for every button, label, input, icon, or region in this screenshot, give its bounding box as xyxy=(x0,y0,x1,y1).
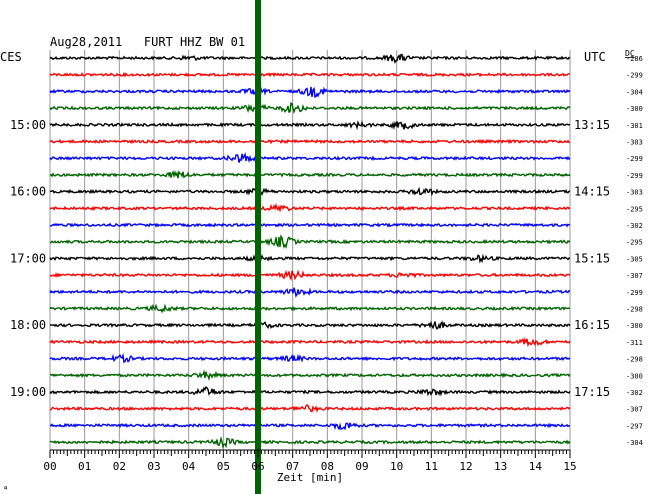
dc-offset-label: -299 xyxy=(626,72,643,80)
seismic-trace xyxy=(49,303,571,314)
x-tick-label: 05 xyxy=(217,460,230,473)
dc-label: DC xyxy=(625,49,635,58)
seismic-trace xyxy=(49,337,571,348)
dc-offset-label: -286 xyxy=(626,55,643,63)
x-tick-label: 04 xyxy=(182,460,196,473)
seismic-trace xyxy=(49,369,571,382)
left-timezone-label: CES xyxy=(0,50,22,64)
seismic-trace xyxy=(49,53,571,64)
dc-offset-label: -304 xyxy=(626,88,643,96)
x-tick-label: 12 xyxy=(459,460,472,473)
seismic-trace xyxy=(49,152,571,164)
x-tick-label: 08 xyxy=(321,460,334,473)
x-tick-label: 00 xyxy=(43,460,56,473)
dc-offset-label: -299 xyxy=(626,289,643,297)
seismic-trace xyxy=(49,253,571,264)
seismic-traces xyxy=(49,53,571,449)
seismic-trace xyxy=(49,138,570,145)
dc-offset-label: -295 xyxy=(626,205,643,213)
seismic-trace xyxy=(49,120,571,131)
x-tick-label: 10 xyxy=(390,460,403,473)
seismic-trace xyxy=(49,320,571,330)
seismic-trace xyxy=(49,404,571,413)
seismic-trace xyxy=(49,202,571,213)
right-hour-label: 17:15 xyxy=(574,385,610,399)
dc-offset-label: -302 xyxy=(626,389,643,397)
dc-offset-label: -299 xyxy=(626,155,643,163)
footer-glyph: ̻ xyxy=(4,487,7,490)
x-tick-label: 02 xyxy=(113,460,126,473)
dc-offset-label: -307 xyxy=(626,406,643,414)
dc-offset-label: -302 xyxy=(626,222,643,230)
right-hour-label: 15:15 xyxy=(574,251,610,265)
x-tick-label: 13 xyxy=(494,460,507,473)
x-tick-label: 11 xyxy=(425,460,438,473)
dc-offset-label: -307 xyxy=(626,272,643,280)
seismic-trace xyxy=(49,102,571,115)
time-marker xyxy=(255,0,261,494)
dc-offset-label: -303 xyxy=(626,139,643,147)
seismic-trace xyxy=(49,422,571,431)
seismic-trace xyxy=(49,436,571,449)
dc-offset-label: -311 xyxy=(626,339,643,347)
right-hour-label: 13:15 xyxy=(574,118,610,132)
x-axis: 00 01 02 03 04 05 06 07 08 09 10 11 12 13 14 15 xyxy=(43,449,577,473)
dc-offset-label: -299 xyxy=(626,172,643,180)
marker-bar xyxy=(255,0,261,494)
left-hour-label: 16:00 xyxy=(10,185,46,199)
dc-offset-label: -305 xyxy=(626,255,643,263)
dc-offset-label: -295 xyxy=(626,239,643,247)
dc-offset-label: -298 xyxy=(626,306,643,314)
dc-offset-label: -304 xyxy=(626,439,643,447)
dc-offset-label: -298 xyxy=(626,356,643,364)
x-tick-label: 09 xyxy=(355,460,368,473)
dc-offset-label: -300 xyxy=(626,322,643,330)
chart-title: Aug28,2011 FURT HHZ BW 01 xyxy=(50,35,245,49)
seismic-trace xyxy=(49,71,571,78)
right-hour-label: 14:15 xyxy=(574,185,610,199)
row-labels: -286 -299 -304 -300 -301 -303 -299 -299 -303 -295… xyxy=(10,55,643,447)
x-tick-label: 14 xyxy=(529,460,543,473)
seismic-trace xyxy=(49,287,571,298)
seismic-trace xyxy=(49,86,571,99)
left-hour-label: 18:00 xyxy=(10,318,46,332)
seismic-trace xyxy=(49,186,571,197)
x-tick-label: 06 xyxy=(251,460,264,473)
seismic-trace xyxy=(49,234,571,249)
dc-offset-label: -297 xyxy=(626,422,643,430)
left-hour-label: 17:00 xyxy=(10,251,46,265)
right-hour-label: 16:15 xyxy=(574,318,610,332)
x-tick-label: 01 xyxy=(78,460,91,473)
x-tick-label: 15 xyxy=(563,460,576,473)
x-tick-label: 07 xyxy=(286,460,299,473)
dc-offset-label: -301 xyxy=(626,122,643,130)
dc-offset-label: -303 xyxy=(626,189,643,197)
seismic-trace xyxy=(49,352,571,364)
seismic-trace xyxy=(49,269,571,281)
left-hour-label: 19:00 xyxy=(10,385,46,399)
seismic-trace xyxy=(49,170,571,179)
left-hour-label: 15:00 xyxy=(10,118,46,132)
dc-offset-label: -300 xyxy=(626,105,643,113)
x-tick-label: 03 xyxy=(147,460,160,473)
grid-lines xyxy=(49,50,571,450)
seismic-trace xyxy=(49,386,571,397)
seismic-trace xyxy=(49,222,570,228)
x-axis-label: Zeit [min] xyxy=(277,471,343,484)
right-timezone-label: UTC xyxy=(584,50,606,64)
dc-offset-label: -300 xyxy=(626,372,643,380)
